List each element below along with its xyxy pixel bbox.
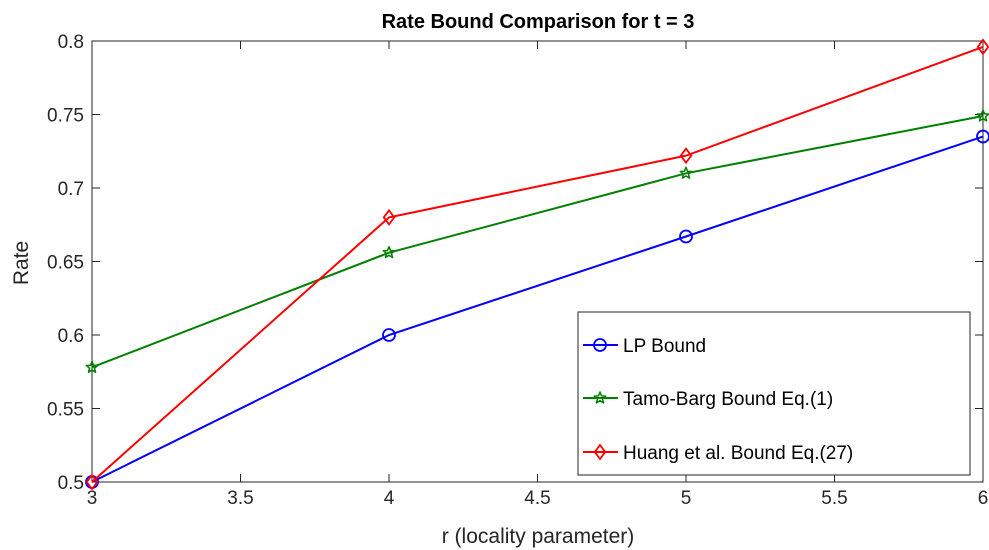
legend-label: LP Bound: [623, 336, 706, 357]
legend-label: Huang et al. Bound Eq.(27): [623, 443, 853, 464]
x-tick-label: 5: [681, 488, 692, 509]
y-tick-label: 0.55: [47, 400, 84, 421]
y-tick-label: 0.65: [47, 253, 84, 274]
chart-title: Rate Bound Comparison for t = 3: [382, 11, 695, 33]
y-tick-label: 0.8: [58, 32, 84, 53]
y-tick-label: 0.5: [58, 473, 84, 494]
x-tick-label: 3: [87, 488, 98, 509]
legend-label: Tamo-Barg Bound Eq.(1): [623, 389, 833, 410]
x-axis-label: r (locality parameter): [442, 525, 635, 548]
legend-entry: Huang et al. Bound Eq.(27): [583, 443, 853, 464]
y-tick-label: 0.6: [58, 326, 84, 347]
legend: LP Bound Tamo-Barg Bound Eq.(1) Huang et a…: [578, 312, 970, 475]
x-tick-label: 4.5: [524, 488, 550, 509]
x-tick-label: 3.5: [227, 488, 253, 509]
x-tick-label: 5.5: [821, 488, 847, 509]
y-tick-label: 0.75: [47, 106, 84, 127]
x-tick-label: 6: [978, 488, 989, 509]
x-tick-label: 4: [384, 488, 395, 509]
y-axis-label: Rate: [10, 241, 33, 285]
y-tick-label: 0.7: [58, 179, 84, 200]
